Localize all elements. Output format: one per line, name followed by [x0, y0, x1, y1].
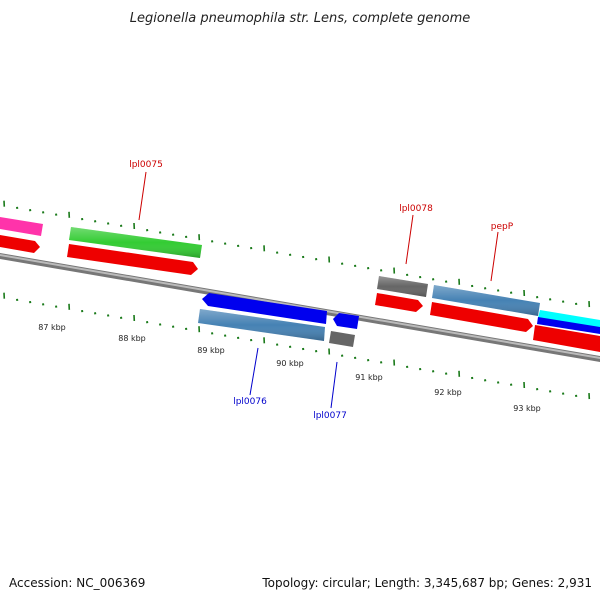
- cds-feature[interactable]: [0, 235, 40, 253]
- cds-right[interactable]: [533, 325, 600, 352]
- cds-pepP[interactable]: [430, 302, 533, 332]
- gene-blue-feature-right[interactable]: [537, 317, 600, 334]
- genome-summary-text: Topology: circular; Length: 3,345,687 bp…: [261, 576, 592, 590]
- gene-label-pepP[interactable]: pepP: [491, 222, 514, 232]
- tick-row-upper: [3, 200, 591, 308]
- gene-lpl0077-grey-feature[interactable]: [329, 331, 355, 347]
- scale-label-90kbp: 90 kbp: [276, 359, 304, 368]
- tick-row-lower: [3, 292, 591, 400]
- gene-label-lpl0077[interactable]: lpl0077: [313, 411, 347, 421]
- scale-label-93kbp: 93 kbp: [513, 404, 541, 413]
- accession-text: Accession: NC_006369: [9, 576, 145, 590]
- cds-lpl0075[interactable]: [67, 244, 198, 275]
- cds-lpl0078[interactable]: [375, 293, 423, 312]
- gene-magenta-feature[interactable]: [0, 217, 43, 236]
- label-leader-lines: [138, 171, 499, 409]
- gene-lpl0077-blue-feature[interactable]: [333, 313, 359, 329]
- gene-label-lpl0075[interactable]: lpl0075: [129, 160, 163, 170]
- gene-labels: lpl0075 lpl0078 pepP lpl0076 lpl0077: [129, 160, 514, 421]
- scale-label-87kbp: 87 kbp: [38, 323, 66, 332]
- scale-label-92kbp: 92 kbp: [434, 388, 462, 397]
- gene-label-lpl0078[interactable]: lpl0078: [399, 204, 433, 214]
- scale-label-88kbp: 88 kbp: [118, 334, 146, 343]
- scale-label-91kbp: 91 kbp: [355, 373, 383, 382]
- gene-label-lpl0076[interactable]: lpl0076: [233, 397, 267, 407]
- scale-labels: 87 kbp 88 kbp 89 kbp 90 kbp 91 kbp 92 kb…: [38, 323, 541, 413]
- gene-lpl0076-blue-feature[interactable]: [202, 293, 327, 324]
- map-title: Legionella pneumophila str. Lens, comple…: [130, 11, 471, 26]
- gene-cyan-feature[interactable]: [538, 310, 600, 328]
- scale-label-89kbp: 89 kbp: [197, 346, 225, 355]
- feature-shading: [69, 227, 540, 341]
